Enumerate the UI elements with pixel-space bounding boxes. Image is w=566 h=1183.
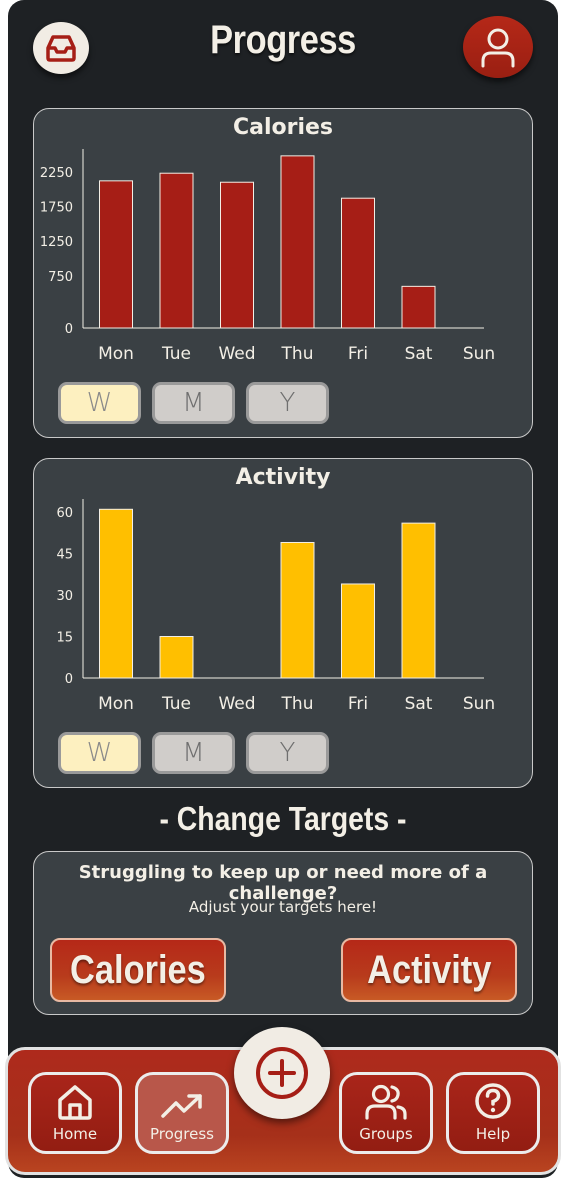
- targets-subtitle: Adjust your targets here!: [188, 898, 378, 916]
- activity-bar-sat: [401, 522, 436, 679]
- activity-target-label: Activity: [366, 947, 492, 992]
- calories-x-tick-label: Thu: [281, 344, 314, 364]
- activity-bar-thu: [280, 541, 315, 679]
- activity-x-tick-label: Tue: [161, 694, 191, 714]
- calories-y-tick-label: 2250: [40, 166, 73, 181]
- nav-item-help[interactable]: Help: [446, 1072, 540, 1154]
- calories-x-tick-label: Sun: [463, 344, 495, 364]
- activity-y-tick-label: 60: [56, 506, 73, 521]
- calories-bar-tue: [159, 172, 194, 329]
- calories-range-week-button[interactable]: W: [58, 382, 141, 424]
- trending-up-icon: [161, 1094, 202, 1118]
- calories-range-month-button[interactable]: M: [152, 382, 235, 424]
- calories-x-tick-label: Fri: [348, 344, 368, 364]
- inbox-icon: [46, 35, 76, 62]
- users-icon: [365, 1084, 407, 1120]
- nav-item-progress[interactable]: Progress: [135, 1072, 229, 1154]
- plus-circle-icon: [256, 1047, 308, 1099]
- activity-range-year-button[interactable]: Y: [246, 732, 329, 774]
- nav-label-home: Home: [52, 1125, 98, 1143]
- calories-bar-thu: [280, 155, 315, 329]
- activity-y-tick-label: 0: [65, 672, 73, 687]
- activity-chart: 0 15 30 45 60 Mon Tue Wed Thu Fri Sat Sun: [56, 499, 495, 714]
- calories-x-tick-label: Mon: [98, 344, 134, 364]
- calories-y-tick-label: 750: [48, 270, 73, 285]
- calories-card-title: Calories: [232, 115, 334, 140]
- calories-y-tick-label: 1250: [40, 235, 73, 250]
- activity-x-tick-label: Sun: [463, 694, 495, 714]
- nav-label-groups: Groups: [359, 1125, 413, 1143]
- activity-y-tick-label: 45: [56, 548, 73, 563]
- calories-y-tick-label: 1750: [40, 201, 73, 216]
- activity-y-tick-label: 15: [56, 631, 73, 646]
- targets-question: Struggling to keep up or need more of a …: [78, 862, 488, 904]
- change-targets-card: Struggling to keep up or need more of a …: [33, 851, 533, 1015]
- inbox-button[interactable]: [33, 22, 89, 74]
- change-targets-heading: - Change Targets -: [159, 800, 407, 837]
- calories-target-button[interactable]: Calories: [50, 938, 226, 1002]
- activity-x-tick-label: Sat: [405, 694, 433, 714]
- calories-bar-sat: [401, 285, 436, 329]
- nav-label-help: Help: [475, 1125, 511, 1143]
- calories-x-tick-label: Sat: [405, 344, 433, 364]
- calories-x-tick-label: Wed: [218, 344, 255, 364]
- activity-y-tick-label: 30: [56, 589, 73, 604]
- profile-button[interactable]: [463, 16, 533, 78]
- user-icon: [481, 28, 515, 68]
- calories-bar-mon: [99, 180, 133, 329]
- activity-x-tick-label: Mon: [98, 694, 134, 714]
- add-entry-button[interactable]: [234, 1027, 330, 1119]
- home-icon: [58, 1085, 92, 1120]
- activity-bar-fri: [341, 583, 375, 679]
- activity-card-title: Activity: [235, 465, 331, 490]
- activity-range-week-button[interactable]: W: [58, 732, 141, 774]
- activity-range-selector: W M Y: [58, 732, 329, 774]
- nav-item-home[interactable]: Home: [28, 1072, 122, 1154]
- calories-range-selector: W M Y: [58, 382, 329, 424]
- activity-x-tick-label: Wed: [218, 694, 255, 714]
- calories-bar-wed: [220, 181, 254, 329]
- help-icon: [475, 1083, 511, 1119]
- calories-range-year-button[interactable]: Y: [246, 382, 329, 424]
- activity-x-tick-label: Thu: [281, 694, 314, 714]
- calories-target-label: Calories: [70, 947, 206, 992]
- activity-bar-mon: [99, 508, 133, 679]
- nav-label-progress: Progress: [149, 1125, 214, 1143]
- calories-chart: 0 750 1250 1750 2250 Mon Tue Wed Thu Fri Sat Sun: [40, 149, 495, 364]
- activity-target-button[interactable]: Activity: [341, 938, 517, 1002]
- calories-card: Calories 0 750 1250 1750 2250 Mon Tue Wed Thu Fri…: [33, 108, 533, 438]
- calories-bar-fri: [341, 197, 375, 329]
- calories-x-tick-label: Tue: [161, 344, 191, 364]
- activity-x-tick-label: Fri: [348, 694, 368, 714]
- activity-card: Activity 0 15 30 45 60 Mon Tue Wed Thu Fri Sat Sun …: [33, 458, 533, 788]
- nav-item-groups[interactable]: Groups: [339, 1072, 433, 1154]
- activity-bar-tue: [159, 636, 194, 679]
- calories-y-tick-label: 0: [65, 322, 73, 337]
- activity-range-month-button[interactable]: M: [152, 732, 235, 774]
- page-title: Progress: [210, 18, 356, 62]
